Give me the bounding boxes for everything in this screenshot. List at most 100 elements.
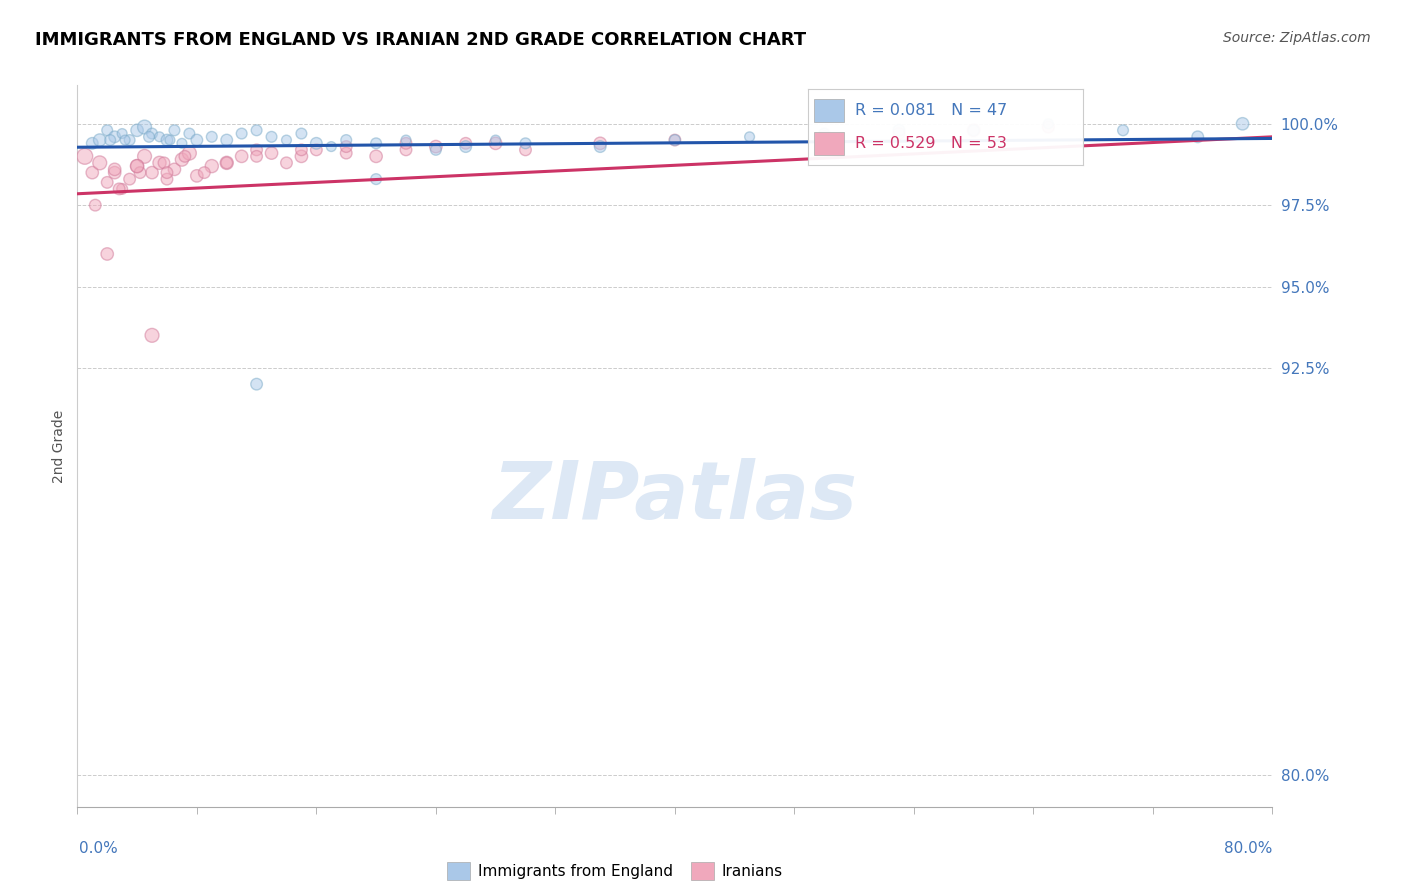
Text: 0.0%: 0.0% bbox=[79, 841, 118, 856]
Point bbox=[963, 123, 986, 137]
Point bbox=[108, 182, 131, 196]
Point bbox=[156, 133, 179, 147]
Point bbox=[1038, 120, 1060, 134]
Point bbox=[395, 136, 418, 151]
Point bbox=[174, 149, 197, 163]
Bar bbox=[814, 132, 844, 155]
Point bbox=[366, 172, 388, 186]
Point bbox=[104, 129, 127, 144]
Point bbox=[170, 153, 193, 167]
Point bbox=[104, 162, 127, 177]
Point bbox=[89, 156, 111, 170]
Point bbox=[156, 166, 179, 180]
Point bbox=[111, 127, 134, 141]
Point bbox=[813, 129, 835, 144]
Point bbox=[156, 172, 179, 186]
Point bbox=[179, 146, 201, 161]
Point bbox=[231, 127, 253, 141]
Point bbox=[395, 143, 418, 157]
Point bbox=[98, 133, 121, 147]
Point bbox=[96, 247, 118, 261]
Point bbox=[215, 156, 238, 170]
Point bbox=[186, 169, 208, 183]
Point bbox=[276, 156, 298, 170]
Point bbox=[887, 123, 910, 137]
Point bbox=[335, 146, 357, 161]
Point bbox=[111, 182, 134, 196]
Point bbox=[738, 129, 761, 144]
Point bbox=[96, 123, 118, 137]
Point bbox=[138, 129, 160, 144]
Point bbox=[118, 172, 141, 186]
Point bbox=[127, 159, 149, 173]
Point bbox=[127, 123, 149, 137]
Point bbox=[215, 133, 238, 147]
Point bbox=[163, 162, 186, 177]
Point bbox=[127, 159, 149, 173]
Point bbox=[148, 129, 170, 144]
Point bbox=[305, 136, 328, 151]
Point bbox=[454, 139, 477, 153]
Point bbox=[246, 377, 269, 392]
Point bbox=[664, 133, 686, 147]
Y-axis label: 2nd Grade: 2nd Grade bbox=[52, 409, 66, 483]
Point bbox=[73, 149, 96, 163]
Point bbox=[134, 149, 156, 163]
Point bbox=[231, 149, 253, 163]
Point bbox=[1038, 117, 1060, 131]
Text: R = 0.529   N = 53: R = 0.529 N = 53 bbox=[855, 136, 1007, 152]
Point bbox=[485, 136, 508, 151]
Point bbox=[179, 127, 201, 141]
Point bbox=[84, 198, 107, 212]
Point bbox=[246, 149, 269, 163]
Point bbox=[96, 175, 118, 189]
Legend: Immigrants from England, Iranians: Immigrants from England, Iranians bbox=[441, 855, 789, 887]
Point bbox=[141, 328, 163, 343]
Point bbox=[366, 136, 388, 151]
Point bbox=[276, 133, 298, 147]
Point bbox=[425, 143, 447, 157]
Point bbox=[163, 123, 186, 137]
Point bbox=[395, 133, 418, 147]
Point bbox=[1187, 129, 1209, 144]
Text: ZIPatlas: ZIPatlas bbox=[492, 458, 858, 535]
Point bbox=[141, 127, 163, 141]
Point bbox=[589, 139, 612, 153]
Point bbox=[290, 127, 312, 141]
Point bbox=[664, 133, 686, 147]
Point bbox=[290, 149, 312, 163]
Point bbox=[454, 136, 477, 151]
Point bbox=[129, 166, 152, 180]
Point bbox=[141, 166, 163, 180]
Point bbox=[118, 133, 141, 147]
Point bbox=[425, 139, 447, 153]
Point bbox=[82, 136, 104, 151]
Point bbox=[159, 133, 181, 147]
Point bbox=[134, 120, 156, 134]
Point bbox=[104, 166, 127, 180]
Point bbox=[201, 159, 224, 173]
Point bbox=[963, 123, 986, 137]
Text: IMMIGRANTS FROM ENGLAND VS IRANIAN 2ND GRADE CORRELATION CHART: IMMIGRANTS FROM ENGLAND VS IRANIAN 2ND G… bbox=[35, 31, 806, 49]
Point bbox=[485, 133, 508, 147]
Point bbox=[246, 143, 269, 157]
Point bbox=[1112, 123, 1135, 137]
Point bbox=[813, 127, 835, 141]
Point bbox=[321, 139, 343, 153]
Point bbox=[89, 133, 111, 147]
Point bbox=[260, 146, 283, 161]
Point bbox=[335, 139, 357, 153]
Point bbox=[515, 136, 537, 151]
Point bbox=[335, 133, 357, 147]
Point bbox=[114, 133, 136, 147]
Text: 80.0%: 80.0% bbox=[1225, 841, 1272, 856]
Text: R = 0.081   N = 47: R = 0.081 N = 47 bbox=[855, 103, 1007, 118]
Point bbox=[1232, 117, 1254, 131]
Point bbox=[887, 127, 910, 141]
Point bbox=[170, 136, 193, 151]
Bar bbox=[814, 99, 844, 122]
Point bbox=[366, 149, 388, 163]
Point bbox=[186, 133, 208, 147]
Point bbox=[260, 129, 283, 144]
Point bbox=[193, 166, 215, 180]
